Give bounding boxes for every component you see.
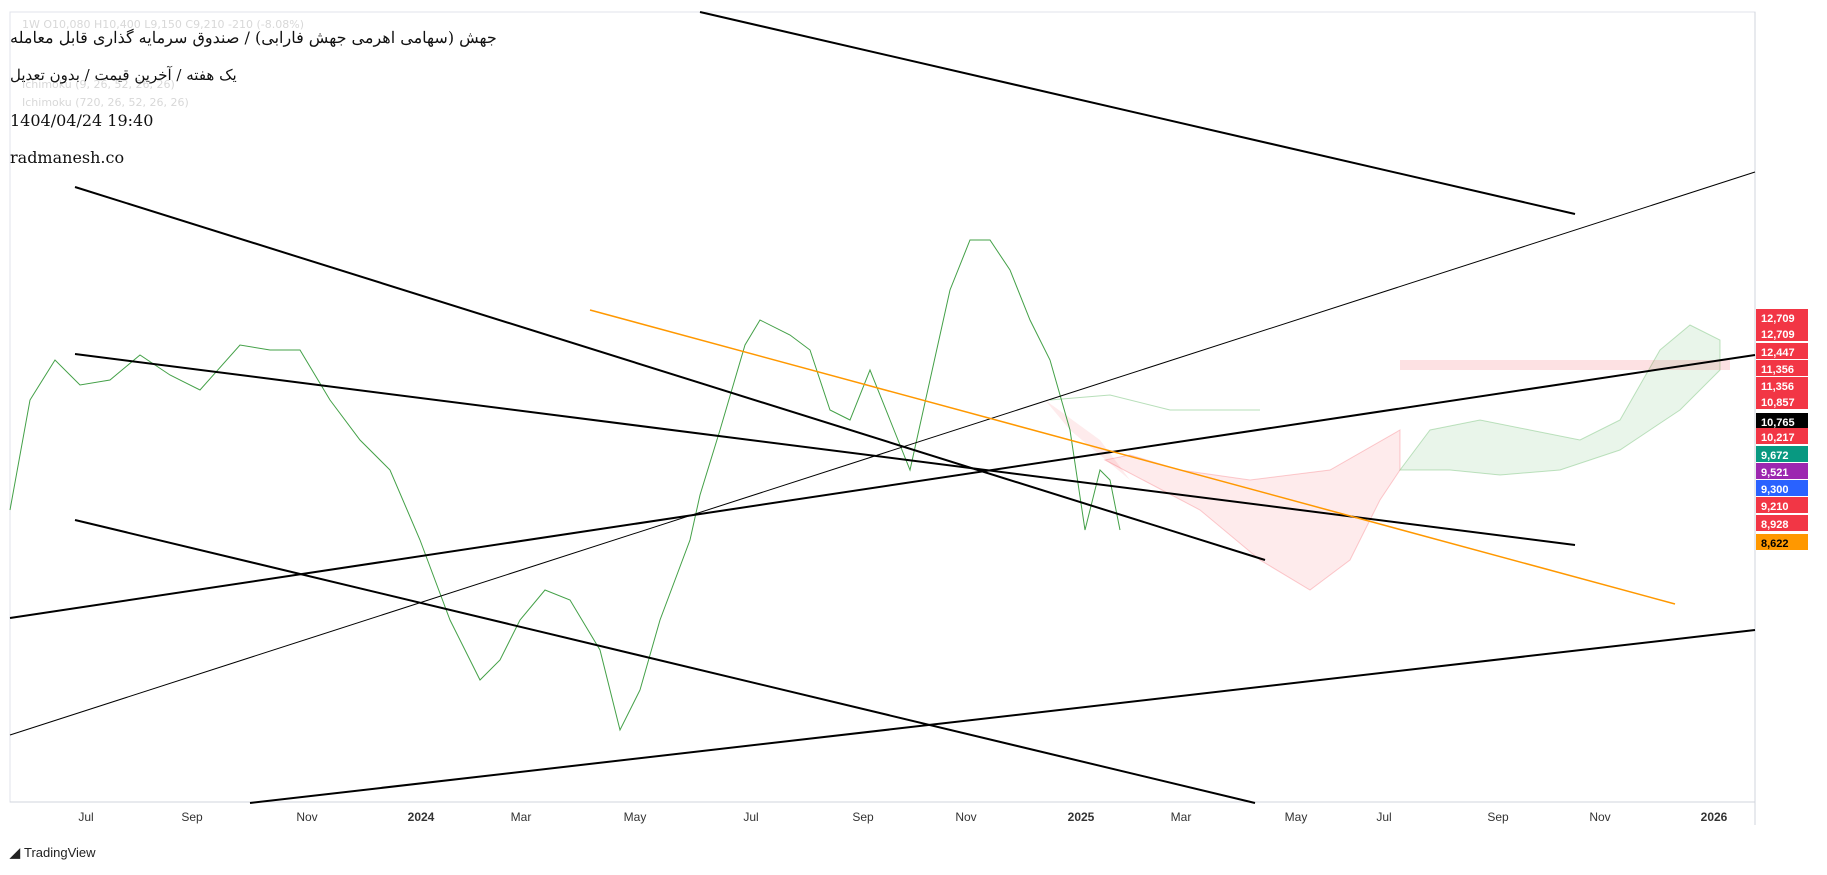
x-tick-label: Sep [1487,810,1509,824]
price-tag [1756,343,1808,359]
price-tag [1756,309,1808,325]
x-tick-label: Jul [1376,810,1391,824]
cloud-bear-2 [1045,400,1130,480]
x-tick-label: 2026 [1701,810,1728,824]
ohlc-legend: 1W O10,080 H10,400 L9,150 C9,210 -210 (-… [22,18,305,31]
plot-frame [9,11,1756,803]
x-tick-label: Mar [511,810,532,824]
x-tick-label: May [624,810,647,824]
price-tag [1756,446,1808,462]
x-tick-label: 2025 [1068,810,1095,824]
price-tag-label: 10,765 [1761,417,1795,429]
symbol-title: جهش (سهامی اهرمی جهش فارابی) / صندوق سرم… [10,28,497,47]
price-tag [1756,428,1808,444]
price-tag-label: 10,857 [1761,397,1795,409]
site-label: radmanesh.co [10,148,125,167]
price-tag [1756,534,1808,550]
x-tick-label: Sep [181,810,203,824]
x-tick-label: May [1285,810,1308,824]
x-tick-label: Nov [1589,810,1610,824]
trend-line-orange[interactable] [589,309,1676,605]
cloud-bear [1103,429,1401,591]
x-tick-label: Jul [78,810,93,824]
resistance-zone [1400,360,1730,370]
price-tag-label: 9,521 [1761,467,1789,479]
ichimoku-legend-1: Ichimoku (9, 26, 52, 26, 26) [22,78,175,91]
trend-line-2[interactable] [74,353,1576,546]
price-tag [1756,480,1808,496]
trend-line-5[interactable] [9,171,1756,736]
tradingview-logo[interactable]: ◢ TradingView [10,845,96,861]
price-tag-label: 12,447 [1761,347,1795,359]
price-tag [1756,325,1808,341]
tradingview-logo-icon: ◢ [10,845,20,860]
price-tag [1756,393,1808,409]
price-tag [1756,463,1808,479]
chikou-line [9,239,1121,732]
price-tag [1756,413,1808,429]
price-tag-label: 10,217 [1761,432,1795,444]
trend-line-1[interactable] [74,186,1266,561]
x-tick-label: Jul [743,810,758,824]
price-tag-label: 11,356 [1761,364,1794,376]
price-tag [1756,497,1808,513]
trend-line-0[interactable] [699,11,1576,215]
trend-line-4[interactable] [9,354,1756,619]
price-tag-label: 9,672 [1761,450,1789,462]
price-tag [1756,515,1808,531]
price-tag-label: 9,300 [1761,484,1789,496]
trend-line-6[interactable] [249,629,1756,804]
price-tag-label: 8,928 [1761,519,1789,531]
x-tick-label: 2024 [408,810,435,824]
x-tick-label: Nov [955,810,976,824]
price-tag-label: 12,709 [1761,313,1795,325]
x-tick-label: Nov [296,810,317,824]
cloud-span-a [1049,394,1260,411]
tradingview-logo-text: TradingView [24,845,96,860]
x-tick-label: Mar [1171,810,1192,824]
price-tag [1756,377,1808,393]
price-tag-label: 9,210 [1761,501,1789,513]
symbol-subtitle: یک هفته / آخرین قیمت / بدون تعدیل [10,66,237,84]
x-tick-label: Sep [852,810,874,824]
trend-line-3[interactable] [74,519,1256,804]
datetime-label: 1404/04/24 19:40 [10,111,154,130]
price-tag-label: 12,709 [1761,329,1795,341]
ichimoku-legend-2: Ichimoku (720, 26, 52, 26, 26) [22,96,189,109]
price-tag-label: 8,622 [1761,538,1789,550]
cloud-bull [1399,324,1721,476]
price-tag-label: 11,356 [1761,381,1794,393]
price-tag [1756,360,1808,376]
